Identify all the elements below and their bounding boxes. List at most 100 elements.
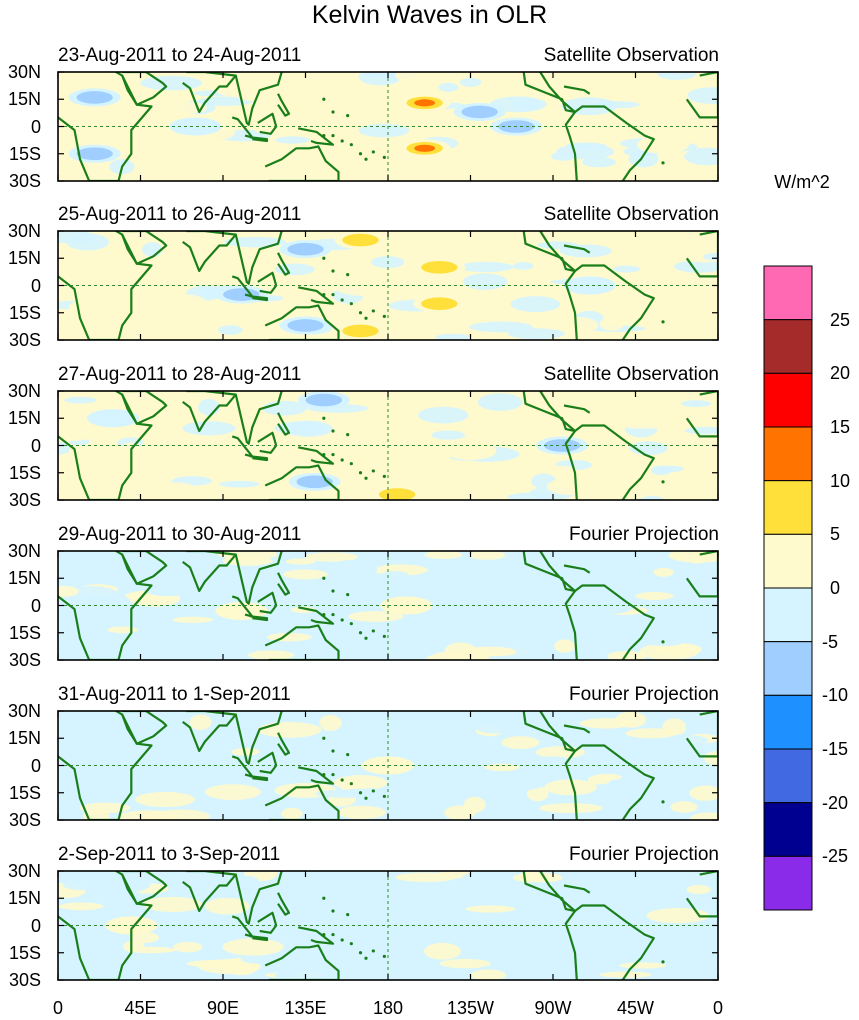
- map-panel-3: [58, 391, 718, 500]
- island-marker: [349, 462, 353, 466]
- lat-tick-label: 30N: [7, 221, 41, 241]
- island-marker: [382, 794, 386, 798]
- island-marker: [358, 951, 363, 955]
- anomaly-texture: [431, 430, 466, 440]
- anomaly-texture: [108, 111, 163, 123]
- coastline-australia: [264, 624, 340, 660]
- anomaly-texture: [474, 720, 516, 734]
- coastline-africa: [58, 871, 153, 980]
- anomaly-texture: [64, 396, 97, 404]
- coastline-arabia: [121, 231, 168, 265]
- anomaly-texture: [437, 756, 494, 767]
- coastline-sumatra: [231, 755, 254, 778]
- anomaly-texture: [680, 400, 712, 408]
- lat-tick-label: 30S: [8, 171, 41, 191]
- anomaly-texture: [436, 174, 485, 181]
- anomaly-texture: [149, 271, 207, 286]
- lat-tick-label: 15N: [7, 89, 41, 110]
- anomaly-texture: [172, 551, 221, 561]
- island-marker: [364, 316, 368, 320]
- coastline-caribbean: [563, 404, 591, 414]
- island-marker: [346, 913, 350, 917]
- anomaly-texture: [356, 878, 406, 888]
- anomaly-texture: [263, 748, 288, 763]
- colorbar-box: [763, 855, 813, 911]
- anomaly-texture: [107, 626, 138, 634]
- lat-tick-label: 30N: [7, 701, 41, 721]
- colorbar-label: -15: [822, 739, 849, 759]
- anomaly-texture: [655, 734, 709, 747]
- anomaly-texture: [459, 77, 482, 87]
- coastline-sumatra: [231, 275, 254, 298]
- coastline-java: [250, 615, 269, 622]
- anomaly-texture: [472, 422, 532, 435]
- panel-3-date: 27-Aug-2011 to 28-Aug-2011: [58, 364, 302, 385]
- island-marker: [322, 133, 326, 138]
- anomaly-cell: [461, 105, 498, 119]
- coastline-samerica: [564, 105, 655, 181]
- anomaly-cell: [342, 324, 379, 338]
- anomaly-texture: [404, 770, 463, 782]
- lon-tick-label: 45E: [124, 998, 157, 1018]
- island-marker: [340, 458, 344, 462]
- anomaly-texture: [79, 802, 131, 814]
- anomaly-cell: [378, 488, 416, 500]
- island-marker: [322, 97, 326, 101]
- coastline-camerica: [522, 551, 577, 593]
- anomaly-cell: [287, 319, 324, 332]
- island-marker: [382, 954, 386, 958]
- anomaly-texture: [595, 449, 634, 463]
- anomaly-cell: [305, 393, 343, 407]
- coastline-java: [250, 935, 269, 942]
- coastline-india: [182, 231, 237, 273]
- anomaly-texture: [587, 774, 611, 785]
- island-marker: [331, 292, 335, 297]
- anomaly-cell: [334, 159, 387, 178]
- lat-tick-label: 0: [30, 435, 41, 456]
- anomaly-texture: [423, 942, 461, 960]
- anomaly-texture: [619, 962, 667, 969]
- colorbar-box: [763, 587, 813, 643]
- anomaly-texture: [327, 945, 381, 954]
- island-marker: [349, 782, 353, 786]
- lat-tick-label: 15S: [8, 143, 41, 164]
- anomaly-texture: [399, 127, 449, 137]
- island-marker: [346, 593, 350, 597]
- anomaly-texture: [218, 480, 260, 488]
- coastline-seasia: [234, 391, 283, 445]
- anomaly-texture: [459, 651, 490, 660]
- lat-tick-label: 0: [30, 755, 41, 776]
- coastline-australia: [264, 784, 340, 820]
- coastline-japan: [312, 711, 315, 712]
- anomaly-texture: [181, 772, 211, 784]
- anomaly-texture: [625, 728, 677, 739]
- island-marker: [371, 150, 375, 154]
- anomaly-cell: [414, 144, 436, 152]
- anomaly-texture: [458, 140, 523, 155]
- island-marker: [346, 273, 350, 277]
- anomaly-texture: [461, 871, 511, 886]
- coastline-japan: [312, 871, 315, 872]
- coastline-arabia: [121, 551, 168, 585]
- anomaly-texture: [266, 632, 312, 642]
- map-panel-1: [58, 72, 718, 181]
- anomaly-texture: [539, 803, 603, 814]
- panel-3-source: Satellite Observation: [543, 364, 719, 385]
- island-marker: [371, 789, 375, 793]
- colorbar-label: -10: [822, 685, 849, 706]
- lat-tick-label: 30S: [8, 650, 41, 670]
- island-marker: [322, 896, 326, 900]
- island-marker: [349, 143, 353, 147]
- island-marker: [382, 634, 386, 638]
- coastline-seasia: [234, 711, 283, 765]
- anomaly-texture: [197, 96, 254, 106]
- anomaly-texture: [182, 421, 236, 436]
- island-marker: [358, 311, 363, 315]
- anomaly-texture: [458, 261, 514, 273]
- anomaly-texture: [436, 591, 460, 609]
- anomaly-texture: [226, 162, 248, 170]
- anomaly-cell: [582, 596, 634, 615]
- anomaly-texture: [554, 639, 576, 653]
- island-marker: [661, 640, 665, 644]
- anomaly-texture: [424, 551, 463, 560]
